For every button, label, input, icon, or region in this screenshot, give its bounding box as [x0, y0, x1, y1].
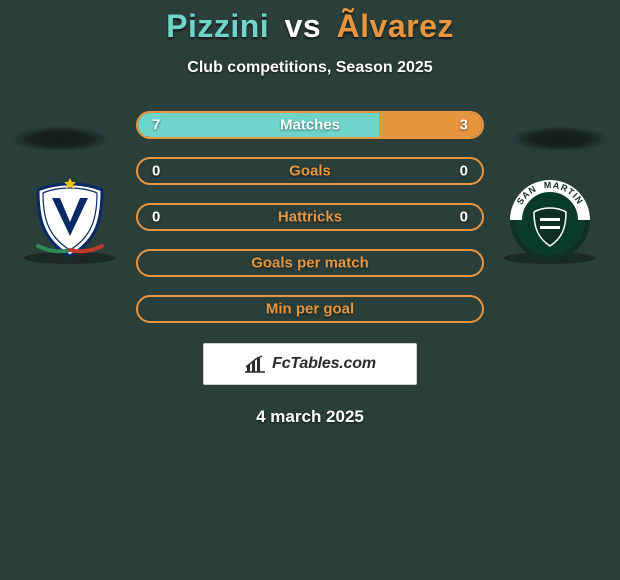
subtitle: Club competitions, Season 2025 — [0, 59, 620, 77]
stat-row-goals: 00Goals — [136, 157, 484, 185]
player1-name: Pizzini — [166, 8, 269, 44]
stat-row-matches: 73Matches — [136, 111, 484, 139]
stat-label: Goals — [138, 163, 482, 180]
stat-rows: 73Matches 00Goals 00Hattricks Goals per mat… — [136, 111, 484, 323]
player2-name: Ãlvarez — [337, 8, 454, 44]
shadow-ellipse-left — [10, 126, 110, 152]
brand-text: FcTables.com — [272, 355, 376, 373]
stat-label: Hattricks — [138, 209, 482, 226]
page-title: Pizzini vs Ãlvarez — [0, 8, 620, 45]
date-label: 4 march 2025 — [0, 407, 620, 427]
comparison-card: Pizzini vs Ãlvarez Club competitions, Se… — [0, 0, 620, 580]
stat-row-hattricks: 00Hattricks — [136, 203, 484, 231]
stat-label: Min per goal — [138, 301, 482, 318]
stat-row-min-per-goal: Min per goal — [136, 295, 484, 323]
shadow-ellipse-right — [510, 126, 610, 152]
team-badge-left — [20, 178, 120, 264]
team-badge-right: SAN MARTIN — [500, 178, 600, 264]
stat-row-goals-per-match: Goals per match — [136, 249, 484, 277]
svg-text:SAN MARTIN: SAN MARTIN — [515, 180, 586, 207]
brand-box[interactable]: FcTables.com — [203, 343, 417, 385]
stat-label: Goals per match — [138, 255, 482, 272]
stat-label: Matches — [138, 117, 482, 134]
vs-label: vs — [285, 8, 322, 44]
bar-chart-icon — [244, 355, 266, 373]
